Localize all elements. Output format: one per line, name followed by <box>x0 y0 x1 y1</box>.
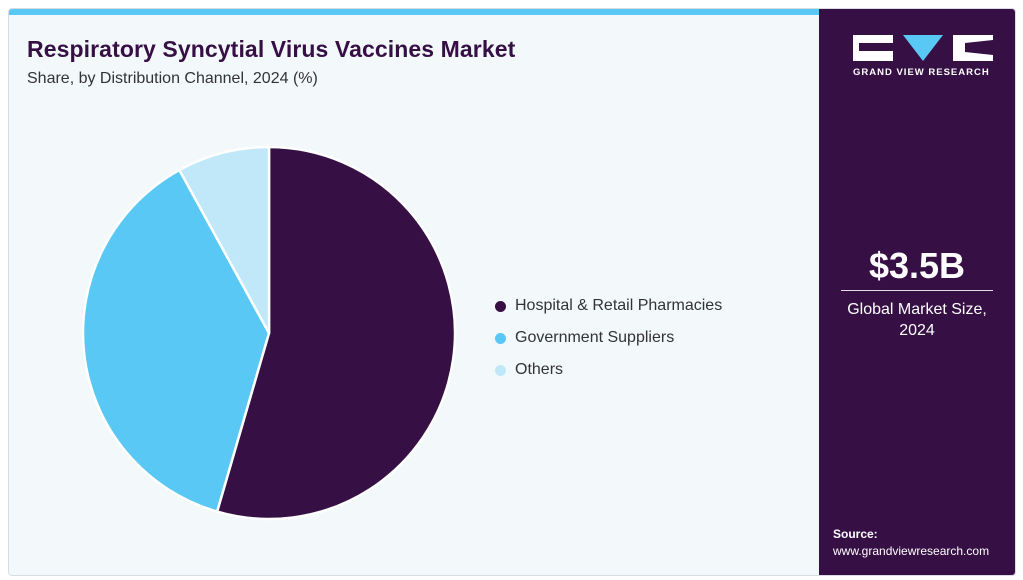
pie-slice-government-suppliers <box>81 168 271 513</box>
market-size-value: $3.5B <box>868 245 966 286</box>
gvr-logo-icon <box>853 35 993 61</box>
pie-chart <box>81 145 457 521</box>
chart-subtitle: Share, by Distribution Channel, 2024 (%) <box>27 70 318 87</box>
legend-label: Government Suppliers <box>515 329 675 346</box>
chart-legend: Hospital & Retail Pharmacies Government S… <box>495 290 722 386</box>
legend-marker <box>495 332 506 344</box>
pie-slice-hospital-retail-pharmacies <box>215 145 457 521</box>
chart-title: Respiratory Syncytial Virus Vaccines Mar… <box>27 36 516 62</box>
divider <box>841 290 993 291</box>
legend-marker <box>495 364 506 376</box>
source-label: Source: <box>833 527 878 541</box>
brand-logo: GRAND VIEW RESEARCH <box>853 35 993 78</box>
legend-marker <box>495 300 506 312</box>
market-size-label-line1: Global Market Size, <box>847 301 987 318</box>
legend-label: Hospital & Retail Pharmacies <box>515 297 723 314</box>
chart-card: Respiratory Syncytial Virus Vaccines Mar… <box>8 8 1016 576</box>
top-accent-bar <box>9 9 821 15</box>
legend-item: Hospital & Retail Pharmacies <box>495 290 722 322</box>
market-size-label-line2: 2024 <box>899 322 935 339</box>
legend-item: Others <box>495 354 722 386</box>
pie-slice-others <box>178 145 271 335</box>
logo-text: GRAND VIEW RESEARCH <box>853 67 990 78</box>
legend-label: Others <box>515 361 564 378</box>
legend-item: Government Suppliers <box>495 322 722 354</box>
market-size-label: Global Market Size, 2024 <box>819 299 1015 341</box>
sidebar-panel: GRAND VIEW RESEARCH $3.5B Global Market … <box>819 9 1015 575</box>
source-url[interactable]: www.grandviewresearch.com <box>833 544 990 558</box>
